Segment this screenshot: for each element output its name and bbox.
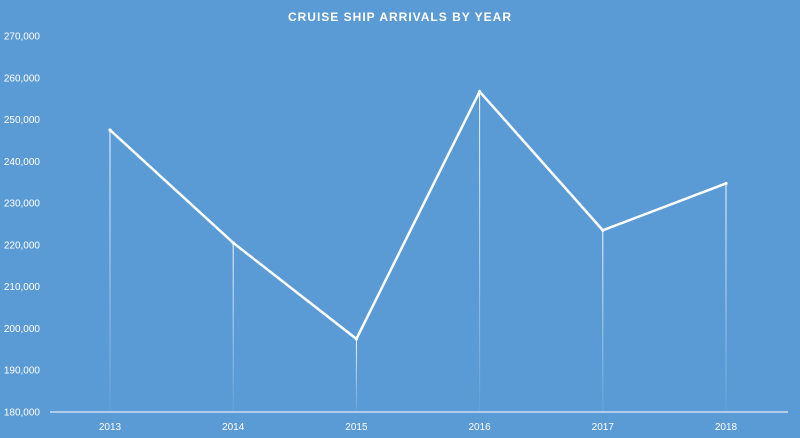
drop-line	[232, 242, 234, 412]
y-tick-label: 270,000	[4, 32, 41, 43]
data-point	[601, 228, 605, 232]
x-tick-label: 2015	[345, 422, 368, 433]
drop-line	[602, 230, 604, 412]
y-axis: 180,000 190,000 200,000 210,000 220,000 230,0…	[4, 32, 41, 419]
x-axis: 2013 2014 2015 2016 2017 2018	[50, 411, 788, 433]
x-tick-label: 2016	[468, 422, 491, 433]
data-point	[108, 128, 112, 132]
series-group	[108, 89, 728, 341]
x-tick-label: 2018	[715, 422, 738, 433]
drop-lines	[109, 91, 727, 412]
y-tick-label: 260,000	[4, 73, 41, 84]
drop-line	[725, 183, 727, 412]
y-tick-label: 200,000	[4, 324, 41, 335]
drop-line	[479, 91, 481, 412]
data-point	[354, 337, 358, 341]
chart-title: CRUISE SHIP ARRIVALS BY YEAR	[288, 10, 512, 24]
y-tick-label: 230,000	[4, 199, 41, 210]
drop-line	[109, 130, 111, 412]
data-point	[724, 181, 728, 186]
data-point	[478, 89, 482, 94]
y-tick-label: 240,000	[4, 157, 41, 168]
drop-line	[355, 338, 357, 412]
data-point	[231, 241, 235, 245]
y-tick-label: 250,000	[4, 115, 41, 126]
y-tick-label: 180,000	[4, 408, 41, 419]
x-tick-label: 2014	[222, 422, 245, 433]
y-tick-label: 210,000	[4, 282, 41, 293]
y-tick-label: 220,000	[4, 240, 41, 251]
series-line	[109, 89, 727, 341]
y-tick-label: 190,000	[4, 366, 41, 377]
x-tick-label: 2017	[592, 422, 615, 433]
x-tick-label: 2013	[99, 422, 122, 433]
